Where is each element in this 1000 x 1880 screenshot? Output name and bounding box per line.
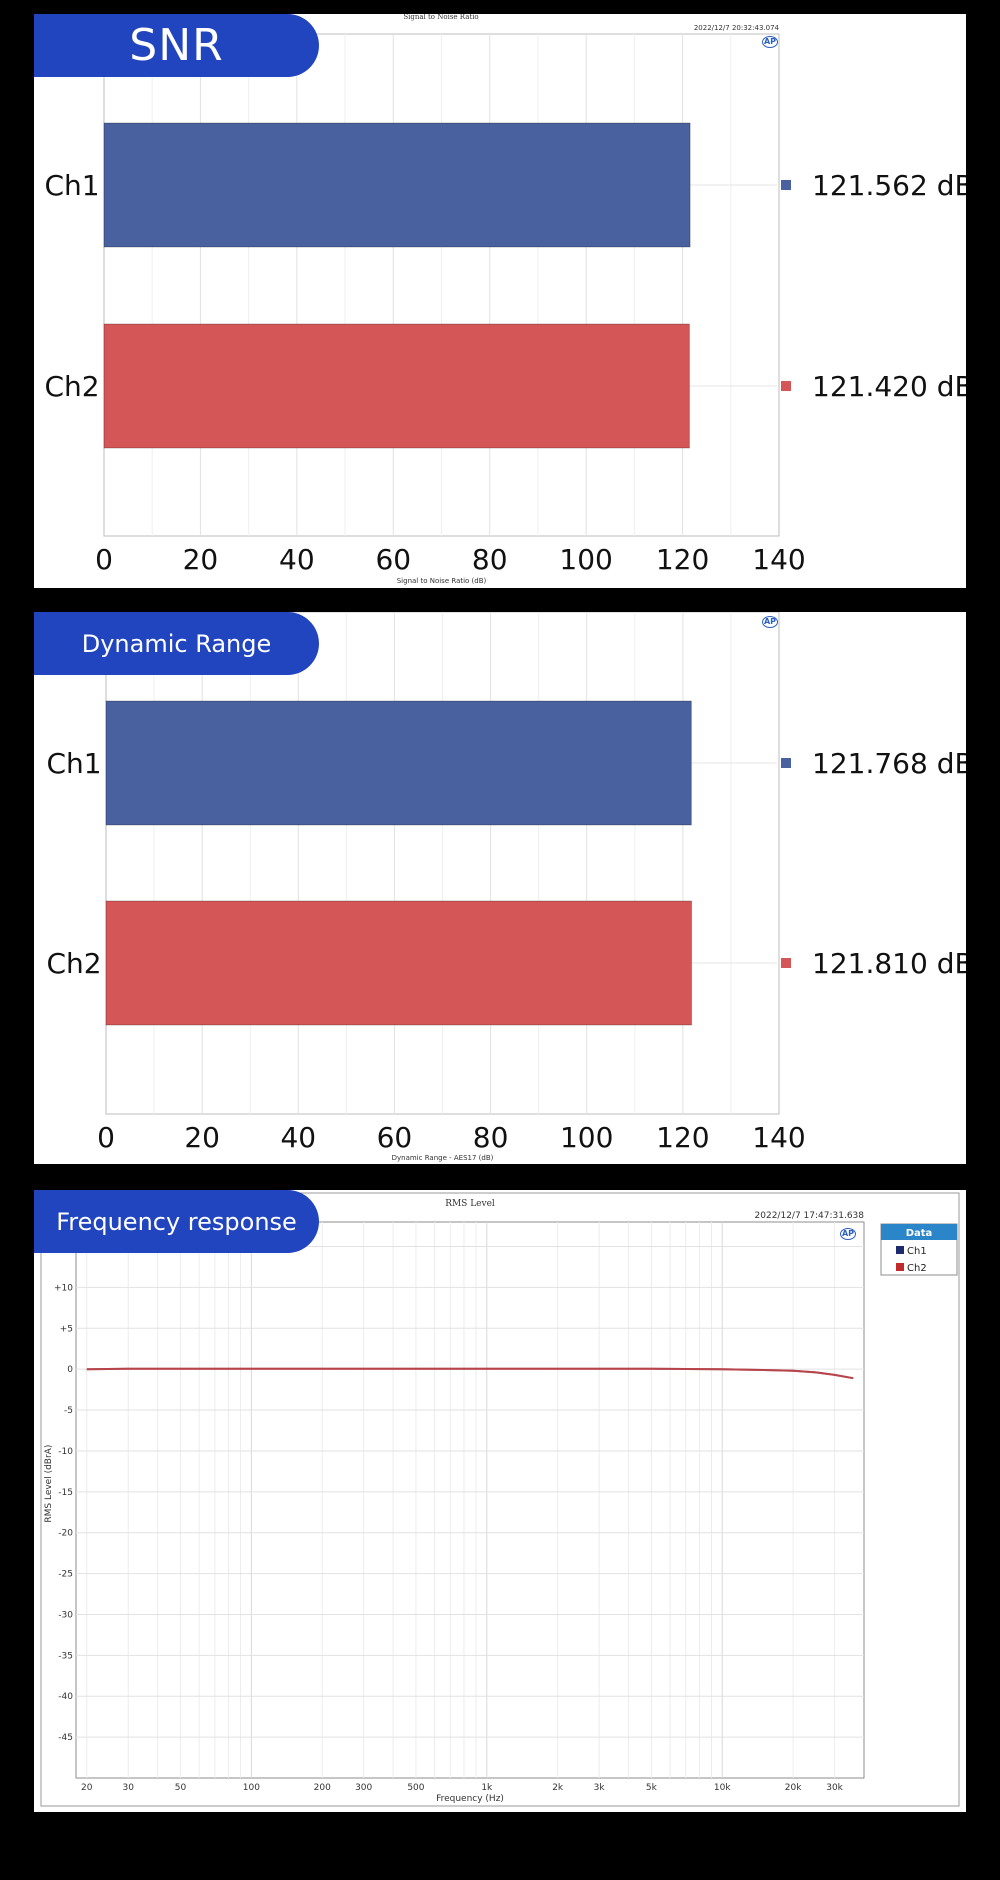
x-tick-label: 50 [175, 1783, 187, 1793]
category-label: Ch2 [46, 947, 101, 980]
legend-swatch [896, 1263, 904, 1271]
x-tick-label: 60 [375, 543, 411, 576]
y-tick-label: -30 [58, 1610, 73, 1620]
x-tick-label: 20 [183, 543, 219, 576]
x-tick-label: 100 [559, 543, 612, 576]
x-tick-label: 80 [472, 543, 508, 576]
value-label: 121.562 dB [812, 169, 966, 202]
x-tick-label: 500 [407, 1783, 424, 1793]
series-line-ch2 [86, 1367, 854, 1380]
x-tick-label: 0 [95, 543, 113, 576]
x-tick-label: 60 [377, 1121, 413, 1154]
x-tick-label: 140 [752, 543, 805, 576]
x-tick-label: 20k [785, 1783, 802, 1793]
value-label: 121.768 dB [812, 747, 966, 780]
x-axis-label: Dynamic Range - AES17 (dB) [392, 1154, 494, 1162]
x-tick-label: 140 [752, 1121, 805, 1154]
y-tick-label: -45 [58, 1733, 73, 1743]
x-tick-label: 30 [123, 1783, 135, 1793]
x-tick-label: 30k [826, 1783, 843, 1793]
value-label: 121.420 dB [812, 370, 966, 403]
y-tick-label: -20 [58, 1529, 73, 1539]
value-label: 121.810 dB [812, 947, 966, 980]
x-tick-label: 40 [279, 543, 315, 576]
legend-marker [781, 758, 791, 768]
dynamic-range-chart-svg: Ch1 121.768 dB Ch2 121.810 dB 0 20 40 60 80 100 12… [46, 612, 966, 1162]
y-tick-label: -25 [58, 1570, 73, 1580]
snr-chart-svg: Ch1 121.562 dB Ch2 121.420 dB 0 20 40 60 80 100 12… [44, 14, 966, 585]
chart-title: RMS Level [445, 1199, 495, 1209]
x-tick-label: 2k [552, 1783, 564, 1793]
ap-logo-icon: AP [762, 616, 778, 628]
y-axis-label: RMS Level (dBrA) [44, 1445, 54, 1523]
x-tick-label: 5k [646, 1783, 658, 1793]
frequency-response-chart-svg: +15+10+50-5-10-15-20-25-30-35-40-4520305… [40, 1192, 960, 1807]
x-axis-label: Frequency (Hz) [436, 1794, 504, 1804]
bar-ch2 [103, 323, 690, 449]
snr-badge: SNR [34, 14, 319, 77]
snr-chart-panel: Ch1 121.562 dB Ch2 121.420 dB 0 20 40 60 80 100 12… [34, 14, 966, 588]
x-tick-label: 100 [243, 1783, 260, 1793]
ap-logo-icon: AP [840, 1228, 856, 1240]
legend-marker [781, 180, 791, 190]
y-tick-label: -35 [58, 1651, 73, 1661]
y-tick-label: +5 [60, 1324, 73, 1334]
x-tick-label: 1k [481, 1783, 493, 1793]
timestamp: 2022/12/7 20:32:43.074 [694, 24, 780, 32]
x-tick-label: 40 [280, 1121, 316, 1154]
dynamic-range-chart-panel: Ch1 121.768 dB Ch2 121.810 dB 0 20 40 60 80 100 12… [34, 612, 966, 1164]
plot-area [75, 1221, 865, 1779]
x-axis-label: Signal to Noise Ratio (dB) [397, 577, 487, 585]
x-tick-label: 20 [184, 1121, 220, 1154]
x-tick-label: 120 [656, 543, 709, 576]
y-tick-label: -5 [64, 1406, 73, 1416]
category-label: Ch1 [46, 747, 101, 780]
y-tick-label: -15 [58, 1488, 73, 1498]
x-tick-label: 100 [560, 1121, 613, 1154]
x-tick-label: 0 [97, 1121, 115, 1154]
legend-entry: Ch1 [907, 1246, 927, 1257]
x-tick-label: 3k [594, 1783, 606, 1793]
category-label: Ch2 [44, 370, 99, 403]
legend-entry: Ch2 [907, 1263, 927, 1274]
frequency-response-chart-panel: +15+10+50-5-10-15-20-25-30-35-40-4520305… [34, 1190, 966, 1812]
bar-ch2 [105, 900, 693, 1026]
x-tick-label: 20 [81, 1783, 93, 1793]
outer-frame [40, 1192, 960, 1807]
y-tick-label: -10 [58, 1447, 73, 1457]
bar-ch1 [105, 700, 692, 826]
legend-swatch [896, 1246, 904, 1254]
x-tick-label: 300 [355, 1783, 372, 1793]
x-tick-label: 200 [314, 1783, 331, 1793]
y-tick-label: 0 [67, 1365, 73, 1375]
legend-header [881, 1224, 957, 1240]
bar-ch1 [103, 122, 691, 248]
category-label: Ch1 [44, 169, 99, 202]
chart-title: Signal to Noise Ratio [403, 14, 478, 21]
y-tick-label: +10 [54, 1283, 73, 1293]
dynamic-range-badge: Dynamic Range [34, 612, 319, 675]
legend-marker [781, 381, 791, 391]
x-tick-label: 10k [714, 1783, 731, 1793]
x-tick-label: 80 [473, 1121, 509, 1154]
ap-logo-icon: AP [762, 36, 778, 48]
legend-title: Data [906, 1228, 933, 1239]
legend-marker [781, 958, 791, 968]
frequency-response-badge: Frequency response [34, 1190, 319, 1253]
timestamp: 2022/12/7 17:47:31.638 [755, 1211, 865, 1221]
x-tick-label: 120 [656, 1121, 709, 1154]
y-tick-label: -40 [58, 1692, 73, 1702]
